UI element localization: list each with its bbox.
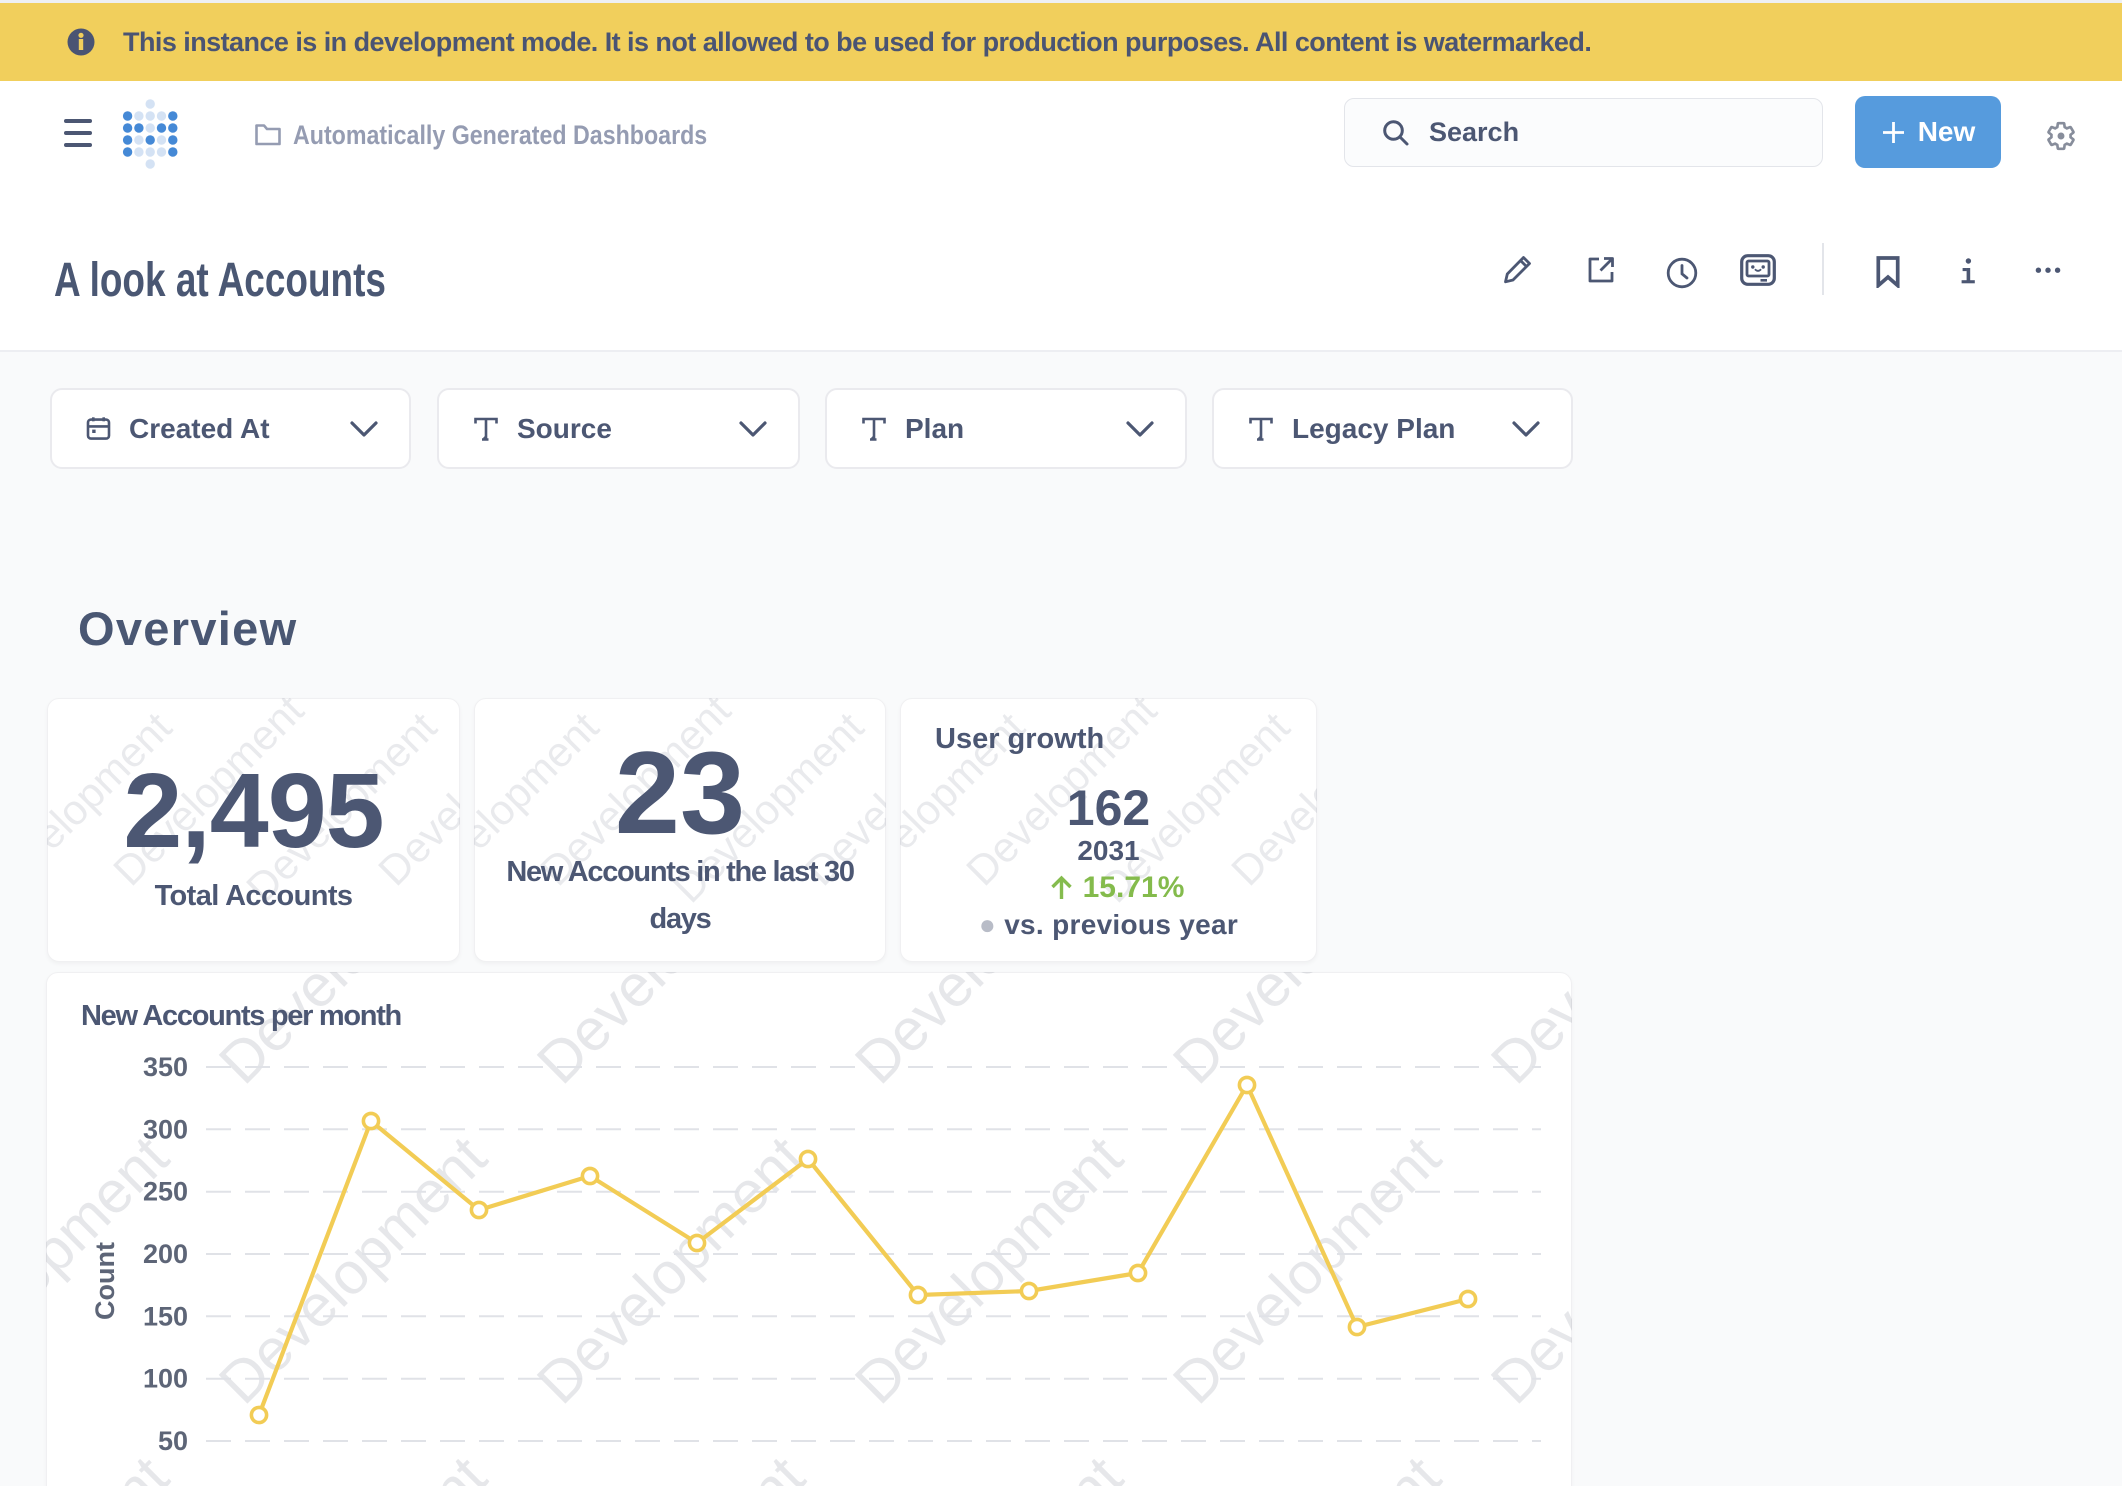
svg-text:250: 250 [143, 1177, 188, 1207]
svg-text:150: 150 [143, 1301, 188, 1331]
svg-text:350: 350 [143, 1052, 188, 1082]
svg-text:Count: Count [90, 1242, 120, 1320]
svg-text:50: 50 [158, 1426, 188, 1456]
svg-text:100: 100 [143, 1364, 188, 1394]
svg-text:300: 300 [143, 1114, 188, 1144]
svg-text:200: 200 [143, 1239, 188, 1269]
